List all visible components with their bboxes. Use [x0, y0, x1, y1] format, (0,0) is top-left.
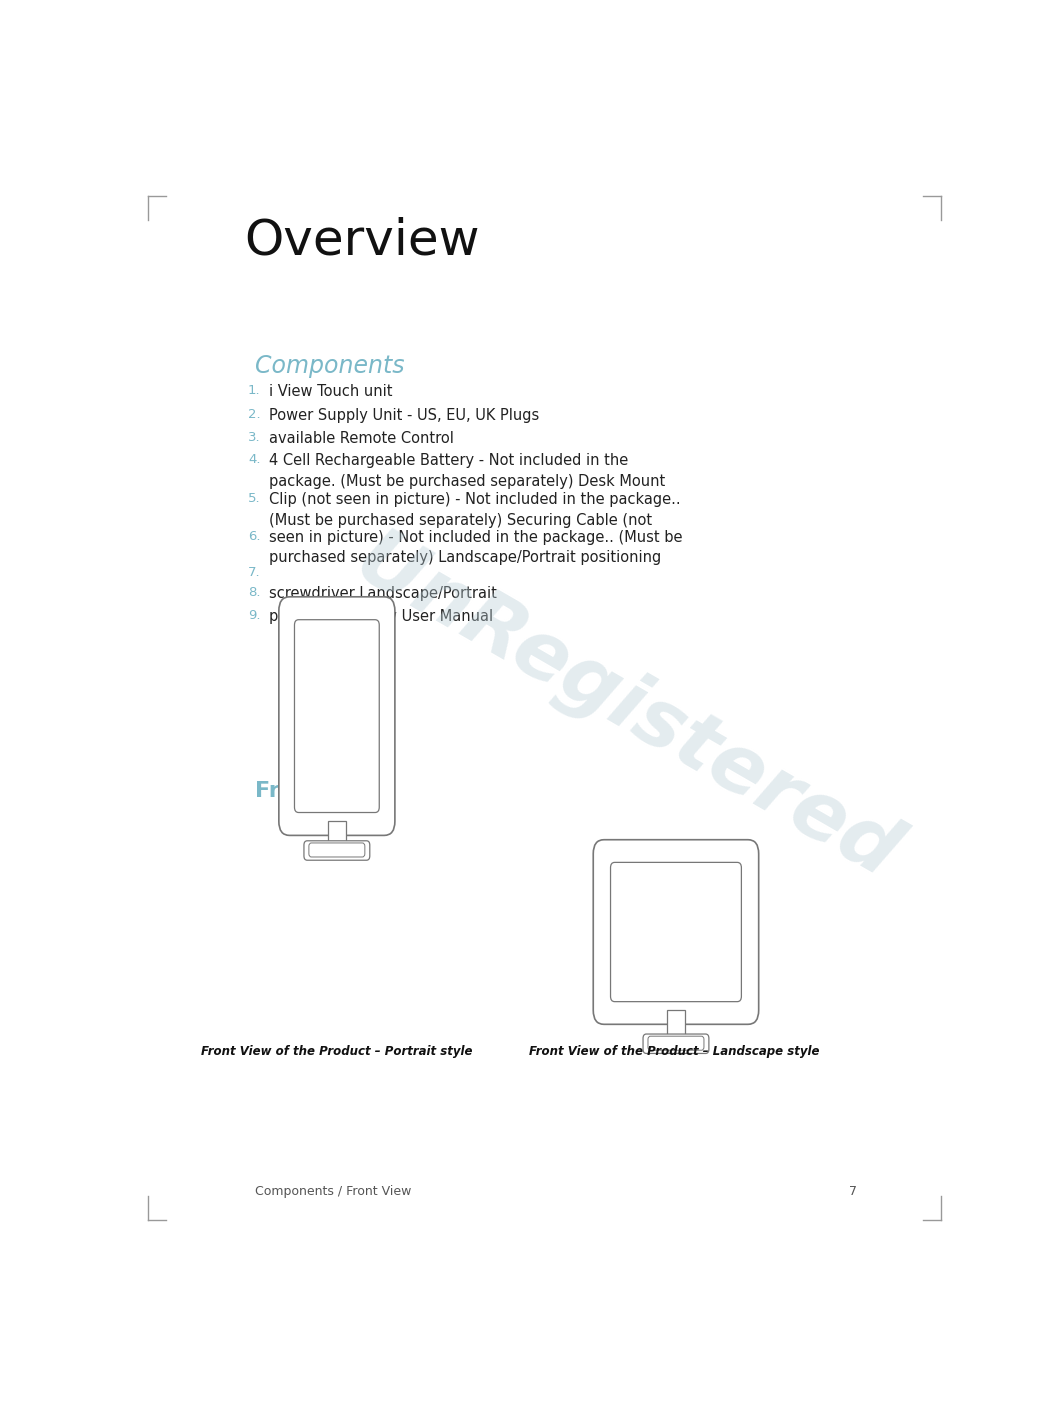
Text: Front View of the Product – Portrait style: Front View of the Product – Portrait sty…	[201, 1044, 473, 1059]
Text: Components: Components	[255, 353, 404, 379]
Text: 3.: 3.	[249, 430, 260, 443]
Bar	[328, 822, 346, 845]
Text: 8.: 8.	[249, 586, 260, 599]
Text: 1.: 1.	[249, 384, 260, 397]
FancyBboxPatch shape	[304, 841, 370, 861]
FancyBboxPatch shape	[294, 620, 379, 813]
Text: Power Supply Unit - US, EU, UK Plugs: Power Supply Unit - US, EU, UK Plugs	[269, 408, 538, 423]
Text: 2.: 2.	[249, 408, 260, 421]
Text: 4 Cell Rechargeable Battery - Not included in the
package. (Must be purchased se: 4 Cell Rechargeable Battery - Not includ…	[269, 453, 665, 489]
Text: screwdriver Landscape/Portrait: screwdriver Landscape/Portrait	[269, 586, 496, 601]
Text: Overview: Overview	[244, 217, 479, 265]
Text: positioning screw User Manual: positioning screw User Manual	[269, 608, 493, 624]
FancyBboxPatch shape	[644, 1035, 709, 1053]
FancyBboxPatch shape	[309, 843, 365, 857]
FancyBboxPatch shape	[611, 862, 741, 1001]
Text: i View Touch unit: i View Touch unit	[269, 384, 392, 400]
Text: Front View of the Product – Landscape style: Front View of the Product – Landscape st…	[529, 1044, 820, 1059]
FancyBboxPatch shape	[594, 840, 758, 1025]
Text: seen in picture) - Not included in the package.. (Must be
purchased separately) : seen in picture) - Not included in the p…	[269, 530, 682, 565]
Text: 7.: 7.	[249, 565, 260, 579]
Text: Clip (not seen in picture) - Not included in the package..
(Must be purchased se: Clip (not seen in picture) - Not include…	[269, 492, 680, 527]
Bar	[667, 1011, 685, 1039]
Text: 6.: 6.	[249, 530, 260, 543]
Text: Components / Front View: Components / Front View	[255, 1185, 411, 1199]
Text: 4.: 4.	[249, 453, 260, 467]
FancyBboxPatch shape	[279, 597, 395, 836]
Text: 5.: 5.	[249, 492, 260, 505]
Text: Front View: Front View	[255, 781, 389, 802]
Text: 7: 7	[849, 1185, 857, 1199]
FancyBboxPatch shape	[648, 1036, 704, 1050]
Text: UnRegistered: UnRegistered	[341, 520, 912, 896]
Text: 9.: 9.	[249, 608, 260, 621]
Text: available Remote Control: available Remote Control	[269, 430, 453, 446]
